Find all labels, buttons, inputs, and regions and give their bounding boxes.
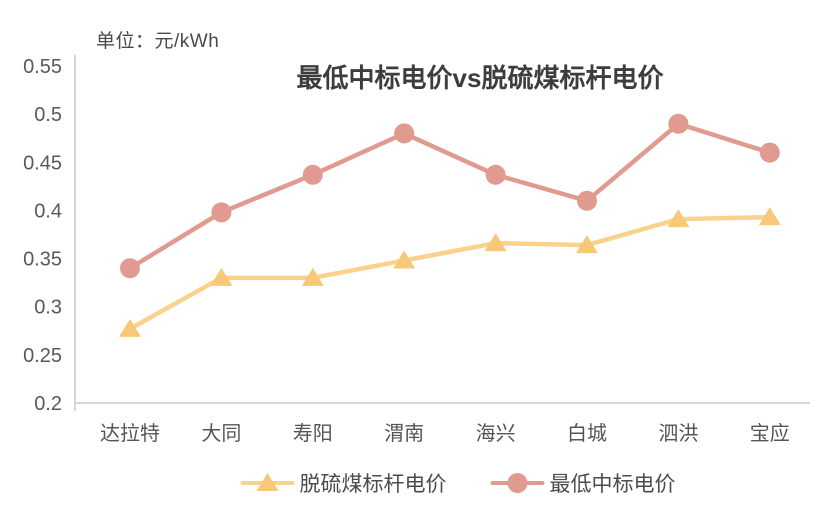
y-tick-label: 0.3 <box>34 297 62 319</box>
legend-item-lowest-bid-price: 最低中标电价 <box>490 468 676 498</box>
data-point-marker <box>484 233 507 252</box>
legend-label-benchmark-price: 脱硫煤标杆电价 <box>299 473 447 496</box>
x-axis-label: 宝应 <box>750 422 790 445</box>
y-tick-label: 0.45 <box>23 152 62 174</box>
data-point-marker <box>668 113 689 134</box>
x-axis-label: 海兴 <box>476 422 516 445</box>
triangle-marker-icon <box>240 473 295 491</box>
legend-shape <box>256 473 279 491</box>
legend-label-lowest-bid-price: 最低中标电价 <box>549 473 676 496</box>
data-point-marker <box>120 258 140 279</box>
data-point-marker <box>759 142 780 163</box>
x-axis-label: 寿阳 <box>293 422 333 445</box>
y-tick-label: 0.5 <box>34 104 62 126</box>
x-axis-label: 渭南 <box>384 422 424 445</box>
series-line <box>127 214 773 332</box>
legend-shape <box>507 473 528 493</box>
x-axis-label: 大同 <box>201 422 241 445</box>
legend-item-benchmark-price: 脱硫煤标杆电价 <box>240 468 447 498</box>
x-axis-label: 达拉特 <box>100 422 160 445</box>
y-tick-label: 0.25 <box>23 345 62 367</box>
series-line <box>127 121 773 271</box>
data-point-marker <box>301 267 324 286</box>
data-point-marker <box>302 164 323 185</box>
y-tick-label: 0.35 <box>23 249 62 271</box>
y-tick-label: 0.4 <box>34 200 62 222</box>
circle-marker-icon <box>490 473 545 493</box>
y-tick-label: 0.55 <box>23 56 62 78</box>
data-point-marker <box>394 123 415 144</box>
unit-label: 单位：元/kWh <box>96 31 220 52</box>
data-point-marker <box>576 235 598 254</box>
data-point-marker <box>393 250 416 269</box>
x-axis-label: 白城 <box>567 422 607 445</box>
y-tick-label: 0.2 <box>34 393 62 415</box>
data-point-marker <box>758 207 781 226</box>
data-point-marker <box>667 209 690 228</box>
legend: 脱硫煤标杆电价 最低中标电价 <box>240 468 676 498</box>
data-point-marker <box>119 318 141 337</box>
data-point-marker <box>210 267 233 286</box>
x-axis-label: 泗洪 <box>658 422 698 445</box>
data-point-marker <box>211 202 232 223</box>
data-point-marker <box>577 190 597 211</box>
data-point-marker <box>485 164 506 185</box>
chart-title: 最低中标电价vs脱硫煤标杆电价 <box>296 63 664 93</box>
